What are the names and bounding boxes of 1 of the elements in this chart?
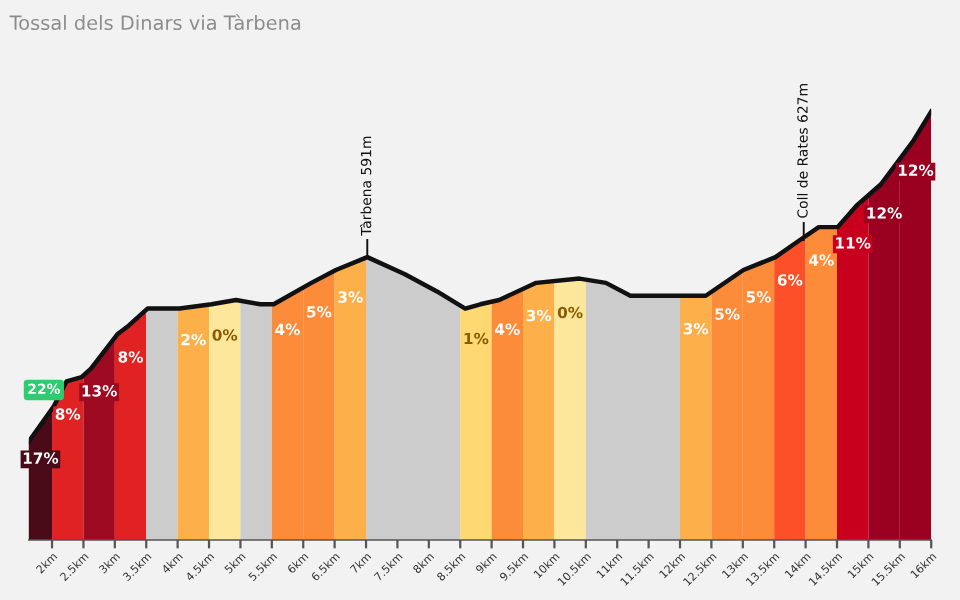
chart-title: Tossal dels Dinars via Tàrbena bbox=[9, 14, 301, 31]
